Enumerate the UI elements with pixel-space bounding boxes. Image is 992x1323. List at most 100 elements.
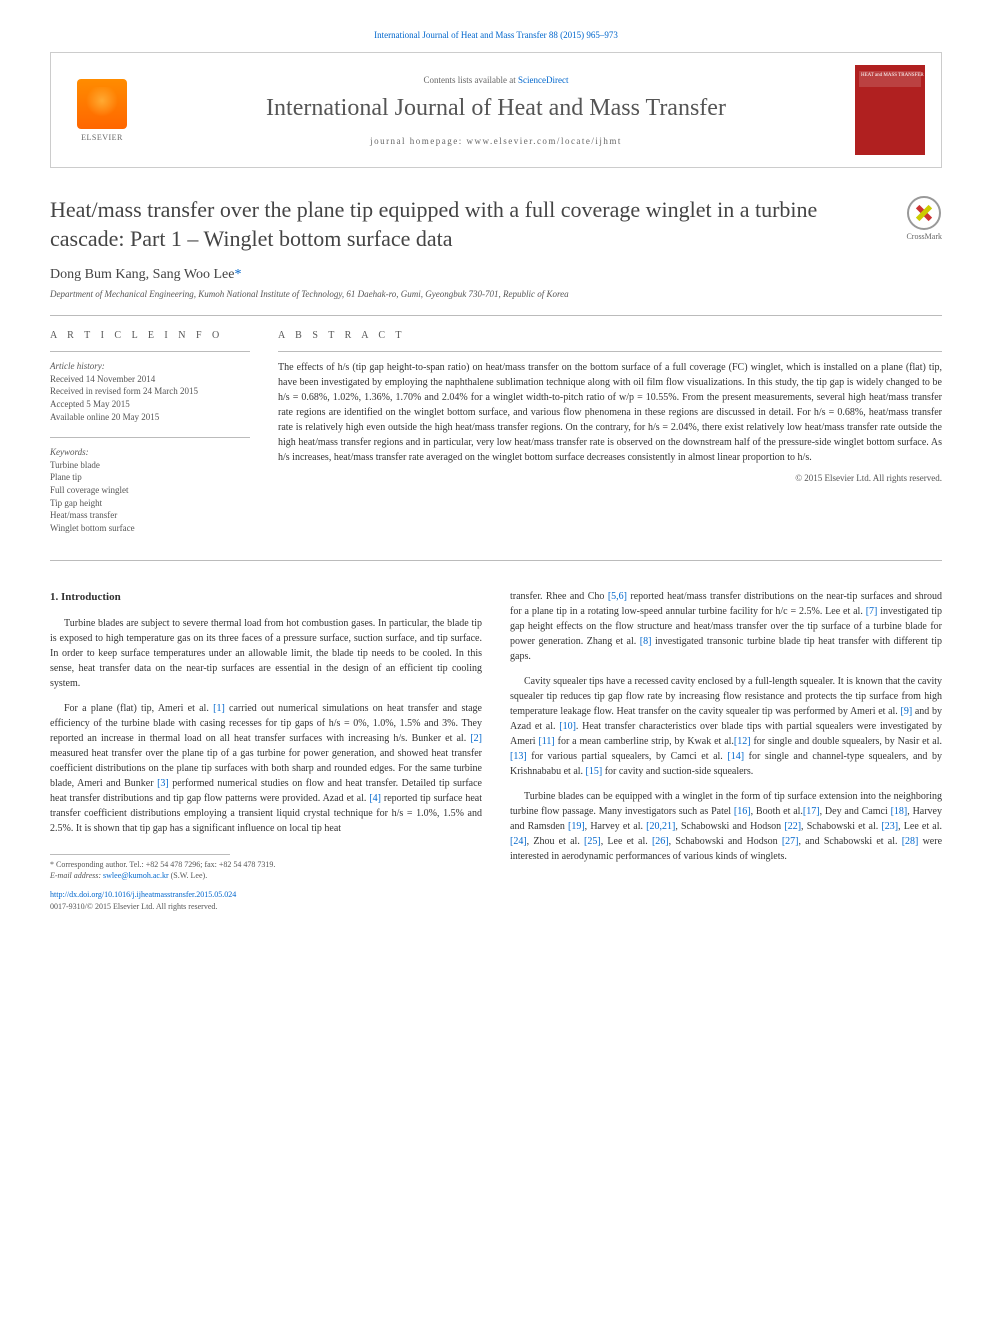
text-run: , Schabowski and Hodson <box>675 821 784 832</box>
doi-link[interactable]: http://dx.doi.org/10.1016/j.ijheatmasstr… <box>50 890 236 899</box>
corresponding-marker: * <box>234 267 241 282</box>
text-run: , and Schabowski et al. <box>798 836 901 847</box>
crossmark-label: CrossMark <box>906 232 942 241</box>
crossmark-badge[interactable]: CrossMark <box>906 196 942 241</box>
authors: Dong Bum Kang, Sang Woo Lee* <box>50 267 942 283</box>
email-link[interactable]: swlee@kumoh.ac.kr <box>103 871 169 880</box>
history-line: Received 14 November 2014 <box>50 373 250 386</box>
ref-link[interactable]: [27] <box>782 836 799 847</box>
keyword: Full coverage winglet <box>50 484 250 497</box>
corr-contact: * Corresponding author. Tel.: +82 54 478… <box>50 859 482 870</box>
journal-name: International Journal of Heat and Mass T… <box>153 95 839 122</box>
ref-link[interactable]: [22] <box>784 821 801 832</box>
text-run: , Schabowski et al. <box>801 821 881 832</box>
article-info: A R T I C L E I N F O Article history: R… <box>50 330 250 548</box>
ref-link[interactable]: [23] <box>881 821 898 832</box>
ref-link[interactable]: [24] <box>510 836 527 847</box>
article-history: Article history: Received 14 November 20… <box>50 360 250 423</box>
ref-link[interactable]: [11] <box>538 736 554 747</box>
text-run: for various partial squealers, by Camci … <box>527 751 728 762</box>
keywords-label: Keywords: <box>50 446 250 459</box>
text-run: , Lee et al. <box>601 836 652 847</box>
history-line: Received in revised form 24 March 2015 <box>50 385 250 398</box>
ref-link[interactable]: [25] <box>584 836 601 847</box>
paragraph: Turbine blades can be equipped with a wi… <box>510 789 942 864</box>
issn-line: 0017-9310/© 2015 Elsevier Ltd. All right… <box>50 901 482 913</box>
ref-link[interactable]: [19] <box>568 821 585 832</box>
ref-link[interactable]: [3] <box>157 778 169 789</box>
text-run: for cavity and suction-side squealers. <box>602 766 753 777</box>
ref-link[interactable]: [2] <box>470 733 482 744</box>
abstract-text: The effects of h/s (tip gap height-to-sp… <box>278 360 942 465</box>
author-names: Dong Bum Kang, Sang Woo Lee <box>50 267 234 282</box>
text-run: , Booth et al. <box>751 806 803 817</box>
copyright: © 2015 Elsevier Ltd. All rights reserved… <box>278 473 942 483</box>
ref-link[interactable]: [10] <box>559 721 576 732</box>
ref-link[interactable]: [13] <box>510 751 527 762</box>
footnote-separator <box>50 854 230 855</box>
body-column-left: 1. Introduction Turbine blades are subje… <box>50 589 482 913</box>
publisher-name: ELSEVIER <box>81 133 123 142</box>
ref-link[interactable]: [15] <box>586 766 603 777</box>
divider-bottom <box>50 560 942 561</box>
contents-prefix: Contents lists available at <box>424 75 518 85</box>
article-info-heading: A R T I C L E I N F O <box>50 330 250 341</box>
elsevier-tree-icon <box>77 79 127 129</box>
ref-link[interactable]: [9] <box>901 706 913 717</box>
ref-link[interactable]: [5,6] <box>608 591 627 602</box>
ref-link[interactable]: [14] <box>727 751 744 762</box>
affiliation: Department of Mechanical Engineering, Ku… <box>50 289 942 299</box>
section-heading-intro: 1. Introduction <box>50 589 482 606</box>
ref-link[interactable]: [4] <box>369 793 381 804</box>
ref-link[interactable]: [26] <box>652 836 669 847</box>
paragraph: For a plane (flat) tip, Ameri et al. [1]… <box>50 701 482 836</box>
crossmark-icon <box>907 196 941 230</box>
journal-homepage: journal homepage: www.elsevier.com/locat… <box>153 136 839 146</box>
text-run: , Schabowski and Hodson <box>669 836 782 847</box>
keyword: Winglet bottom surface <box>50 522 250 535</box>
ref-link[interactable]: [7] <box>866 606 878 617</box>
corresponding-note: * Corresponding author. Tel.: +82 54 478… <box>50 859 482 881</box>
text-run: for a mean camberline strip, by Kwak et … <box>555 736 734 747</box>
ref-link[interactable]: [16] <box>734 806 751 817</box>
ref-link[interactable]: [8] <box>640 636 652 647</box>
abstract: A B S T R A C T The effects of h/s (tip … <box>278 330 942 548</box>
info-divider-2 <box>50 437 250 438</box>
keyword: Tip gap height <box>50 497 250 510</box>
ref-link[interactable]: [20,21] <box>646 821 675 832</box>
ref-link[interactable]: [28] <box>902 836 919 847</box>
top-citation: International Journal of Heat and Mass T… <box>50 30 942 40</box>
text-run: , Lee et al. <box>898 821 942 832</box>
text-run: , Zhou et al. <box>527 836 584 847</box>
journal-header: ELSEVIER Contents lists available at Sci… <box>50 52 942 168</box>
keywords: Keywords: Turbine blade Plane tip Full c… <box>50 446 250 534</box>
info-abstract-row: A R T I C L E I N F O Article history: R… <box>50 316 942 560</box>
sciencedirect-link[interactable]: ScienceDirect <box>518 75 568 85</box>
ref-link[interactable]: [18] <box>891 806 908 817</box>
keyword: Plane tip <box>50 471 250 484</box>
email-label: E-mail address: <box>50 871 103 880</box>
keyword: Turbine blade <box>50 459 250 472</box>
keyword: Heat/mass transfer <box>50 509 250 522</box>
ref-link[interactable]: [17] <box>803 806 820 817</box>
ref-link[interactable]: [1] <box>213 703 225 714</box>
history-label: Article history: <box>50 360 250 373</box>
article-title: Heat/mass transfer over the plane tip eq… <box>50 196 906 253</box>
paragraph: Turbine blades are subject to severe the… <box>50 616 482 691</box>
text-run: transfer. Rhee and Cho <box>510 591 608 602</box>
history-line: Accepted 5 May 2015 <box>50 398 250 411</box>
journal-cover-thumb: HEAT and MASS TRANSFER <box>855 65 925 155</box>
body-column-right: transfer. Rhee and Cho [5,6] reported he… <box>510 589 942 913</box>
paragraph: Cavity squealer tips have a recessed cav… <box>510 674 942 779</box>
title-row: Heat/mass transfer over the plane tip eq… <box>50 196 942 253</box>
info-divider-1 <box>50 351 250 352</box>
text-run: for single and double squealers, by Nasi… <box>751 736 942 747</box>
email-suffix: (S.W. Lee). <box>169 871 208 880</box>
contents-available: Contents lists available at ScienceDirec… <box>153 75 839 85</box>
text-run: For a plane (flat) tip, Ameri et al. <box>64 703 213 714</box>
doi-line: http://dx.doi.org/10.1016/j.ijheatmasstr… <box>50 889 482 901</box>
ref-link[interactable]: [12] <box>734 736 751 747</box>
history-line: Available online 20 May 2015 <box>50 411 250 424</box>
text-run: Cavity squealer tips have a recessed cav… <box>510 676 942 717</box>
text-run: , Harvey et al. <box>585 821 647 832</box>
